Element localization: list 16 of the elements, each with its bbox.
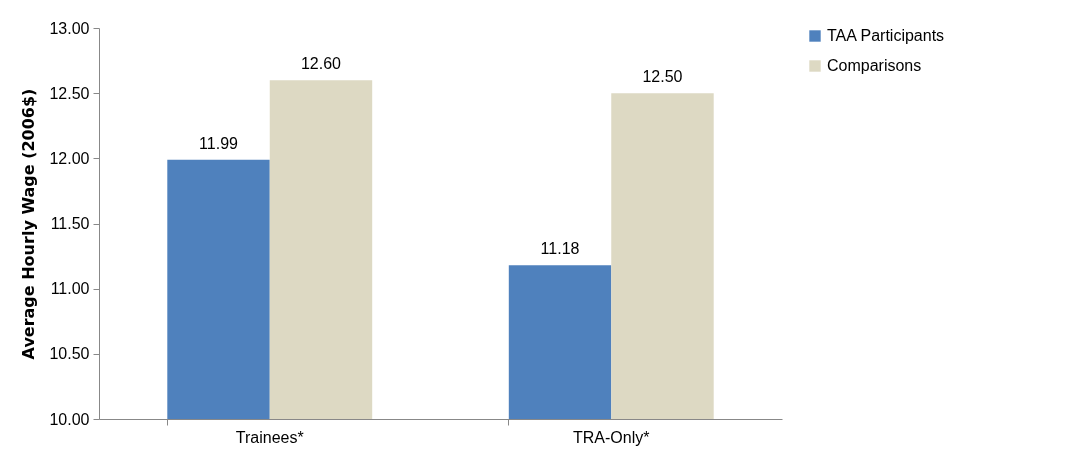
legend-label: TAA Participants bbox=[827, 27, 945, 44]
x-tick-label: Trainees* bbox=[235, 428, 304, 446]
y-tick-label: 10.00 bbox=[49, 410, 90, 428]
data-label: 11.99 bbox=[199, 134, 239, 152]
data-label: 12.60 bbox=[300, 55, 342, 73]
y-tick-label: 12.50 bbox=[49, 84, 90, 102]
y-tick-label: 12.00 bbox=[49, 149, 90, 167]
y-axis-title: Average Hourly Wage (2006$) bbox=[19, 88, 39, 360]
y-tick-label: 13.00 bbox=[49, 19, 90, 37]
y-tick-label: 11.00 bbox=[50, 280, 90, 298]
data-label: 12.50 bbox=[642, 68, 683, 86]
data-label: 11.18 bbox=[540, 240, 580, 258]
y-tick-label: 11.50 bbox=[50, 215, 90, 232]
x-tick-label: TRA-Only* bbox=[573, 428, 650, 446]
y-tick-label: 10.50 bbox=[49, 345, 90, 363]
legend-label: Comparisons bbox=[827, 57, 922, 74]
